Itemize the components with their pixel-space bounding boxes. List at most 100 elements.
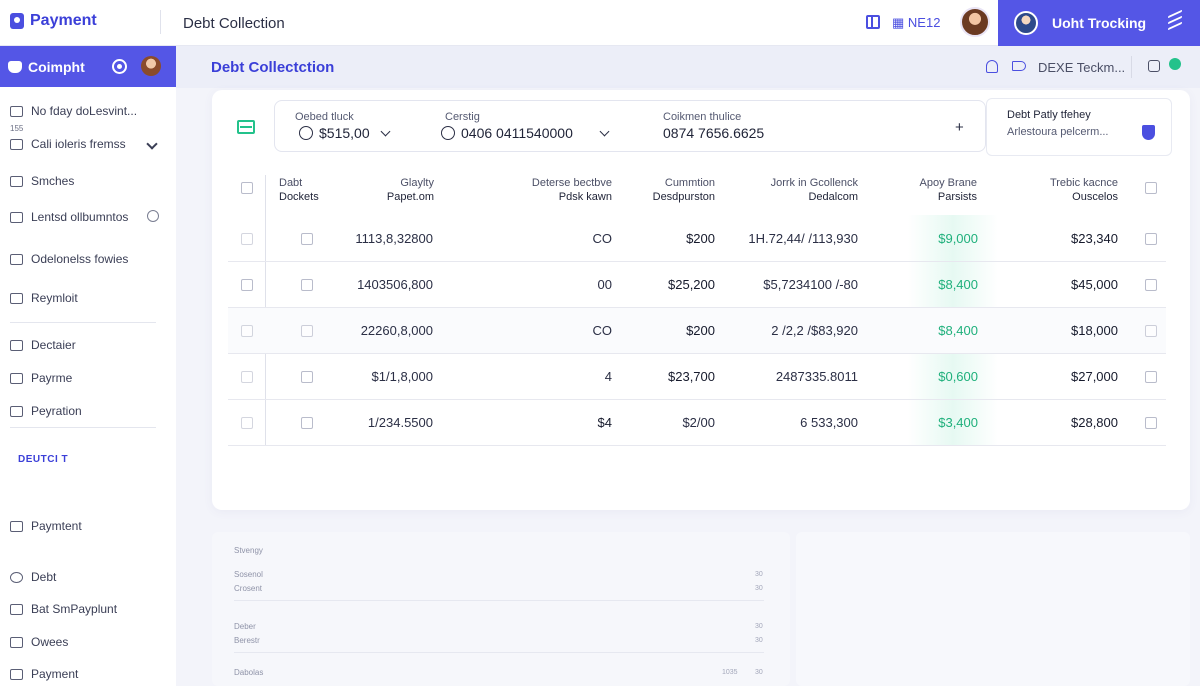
table-row[interactable]: $1/1,8,000 4 $23,700 2487335.8011 $0,600… xyxy=(228,354,1166,400)
header-line: Trebic kacnce xyxy=(1049,177,1118,189)
doc-icon xyxy=(10,105,23,117)
column-header[interactable]: Apoy Brane Parsists xyxy=(920,176,977,204)
sidebar-item-payment-2[interactable]: Payment xyxy=(10,667,78,681)
filter-select[interactable]: 0406 0411540000 xyxy=(441,125,610,141)
filter-value-box[interactable]: 0874 7656.6625 xyxy=(663,125,764,141)
row-checkbox[interactable] xyxy=(241,279,253,291)
row-action-checkbox[interactable] xyxy=(1145,325,1157,337)
target-icon[interactable] xyxy=(112,59,127,74)
info-icon[interactable] xyxy=(147,210,159,222)
sidebar-item-bat[interactable]: Bat SmPayplunt xyxy=(10,602,117,616)
info-panel[interactable]: Debt Patly tfehey Arlestoura pelcerm... xyxy=(986,98,1172,156)
sidebar-item-8[interactable]: Payrme xyxy=(10,371,72,385)
sidebar-item-label: Smches xyxy=(31,174,75,188)
table-cell: $23,700 xyxy=(668,369,715,384)
sidebar-item-2[interactable]: Cali ioleris fremss xyxy=(10,137,126,151)
row-action-checkbox[interactable] xyxy=(1145,233,1157,245)
table-row[interactable]: 1403506,800 00 $25,200 $5,7234100 /-80 $… xyxy=(228,262,1166,308)
sidebar-item-7[interactable]: Dectaier xyxy=(10,338,76,352)
sidebar-avatar[interactable] xyxy=(141,56,161,76)
row-checkbox[interactable] xyxy=(241,371,253,383)
table-cell: 22260,8,000 xyxy=(360,323,433,338)
sidebar-item-9[interactable]: Peyration xyxy=(10,404,82,418)
tracking-panel[interactable]: Uoht Trocking xyxy=(998,0,1200,46)
sidebar-item-label: No fday doLesvint... xyxy=(31,104,138,118)
sidebar-item-3[interactable]: Smches xyxy=(10,174,74,188)
sidebar-item-owees[interactable]: Owees xyxy=(10,635,68,649)
row-select-checkbox[interactable] xyxy=(301,325,313,337)
sidebar-item-label: Debt xyxy=(31,570,57,584)
cloud-icon xyxy=(8,60,22,73)
row-action-checkbox[interactable] xyxy=(1145,371,1157,383)
summary-panel: Stvengy Sosenol 30 Crosent 30 Deber 30 B… xyxy=(212,532,790,686)
row-checkbox[interactable] xyxy=(241,233,253,245)
header-line: Glaylty xyxy=(400,177,434,189)
column-header[interactable]: Jorrk in Gcollenck Dedalcom xyxy=(771,176,858,204)
summary-label: Berestr xyxy=(234,636,260,645)
table-row[interactable]: 22260,8,000 CO $200 2 /2,2 /$83,920 $8,4… xyxy=(228,308,1166,354)
sidebar-item-debt[interactable]: Debt xyxy=(10,570,56,584)
sidebar-divider xyxy=(10,322,156,323)
row-checkbox[interactable] xyxy=(241,417,253,429)
add-filter-button[interactable]: + xyxy=(955,119,964,136)
table-cell: $0,600 xyxy=(938,369,978,384)
header-divider xyxy=(1131,56,1132,78)
sidebar-header[interactable]: Coimpht xyxy=(0,46,176,87)
header-line: Dedalcom xyxy=(808,191,858,203)
table-row[interactable]: 1/234.5500 $4 $2/00 6 533,300 $3,400 $28… xyxy=(228,400,1166,446)
select-all-checkbox[interactable] xyxy=(241,182,253,194)
tracking-label: Uoht Trocking xyxy=(1052,15,1147,31)
row-checkbox[interactable] xyxy=(241,325,253,337)
list-icon xyxy=(10,520,23,532)
coin-icon xyxy=(299,126,313,140)
top-badge[interactable]: ▦ NE12 xyxy=(892,15,940,31)
table-cell: $25,200 xyxy=(668,277,715,292)
list-icon xyxy=(10,138,23,150)
user-icon[interactable] xyxy=(986,60,998,73)
table-cell: 2487335.8011 xyxy=(775,369,858,384)
row-select-checkbox[interactable] xyxy=(301,233,313,245)
table-header: Dabt Dockets Glaylty Papet.om Deterse bect… xyxy=(228,170,1166,214)
header-action-label[interactable]: DEXE Teckm... xyxy=(1038,60,1126,75)
row-select-checkbox[interactable] xyxy=(301,279,313,291)
menu-icon[interactable] xyxy=(1168,9,1182,31)
column-header[interactable]: Trebic kacnce Ouscelos xyxy=(1050,176,1118,204)
column-header[interactable]: Deterse bectbve Pdsk kawn xyxy=(532,176,612,204)
table-cell: $5,7234100 /-80 xyxy=(763,277,858,292)
status-icon[interactable] xyxy=(1169,58,1181,70)
row-action-checkbox[interactable] xyxy=(1145,417,1157,429)
table-row[interactable]: 1113,8,32800 CO $200 1H.72,44/ /113,930 … xyxy=(228,216,1166,262)
filter-select[interactable]: $515,00 xyxy=(299,125,391,141)
column-options-checkbox[interactable] xyxy=(1145,182,1157,194)
sidebar-item-label: Dectaier xyxy=(31,338,76,352)
row-action-checkbox[interactable] xyxy=(1145,279,1157,291)
coin-icon xyxy=(441,126,455,140)
sidebar-item-6[interactable]: Reymloit xyxy=(10,291,78,305)
tag-icon[interactable] xyxy=(1012,61,1026,71)
user-avatar[interactable] xyxy=(960,7,990,37)
sidebar-mini-number: 155 xyxy=(10,124,24,133)
filter-label: Oebed tluck xyxy=(295,111,354,123)
row-select-checkbox[interactable] xyxy=(301,417,313,429)
brand-label: Payment xyxy=(30,12,97,29)
chevron-down-icon xyxy=(599,126,610,136)
sidebar-section-label: DEUTCI T xyxy=(18,454,69,465)
table-cell: CO xyxy=(592,231,613,246)
row-select-checkbox[interactable] xyxy=(301,371,313,383)
brand[interactable]: Payment xyxy=(10,12,97,30)
grid-icon[interactable] xyxy=(866,15,880,29)
sidebar-item-label: Owees xyxy=(31,635,69,649)
money-icon xyxy=(237,120,255,134)
card-icon xyxy=(10,175,23,187)
clock-icon xyxy=(10,571,23,583)
settings-icon[interactable] xyxy=(1148,60,1160,72)
sidebar-item-4[interactable]: Lentsd ollbumntos xyxy=(10,210,128,224)
chevron-down-icon xyxy=(380,126,391,136)
sidebar-item-payment[interactable]: Paymtent xyxy=(10,519,82,533)
column-header[interactable]: Dabt Dockets xyxy=(279,176,319,204)
column-header[interactable]: Cummtion Desdpurston xyxy=(653,176,715,204)
sidebar-item-5[interactable]: Odelonelss fowies xyxy=(10,252,128,266)
table-cell: $8,400 xyxy=(938,323,978,338)
column-header[interactable]: Glaylty Papet.om xyxy=(387,176,434,204)
sidebar-item-1[interactable]: No fday doLesvint... xyxy=(10,104,137,118)
